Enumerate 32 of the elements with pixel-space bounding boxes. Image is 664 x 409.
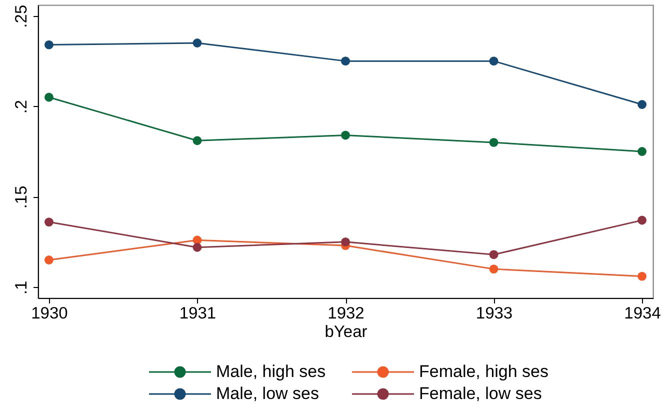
point xyxy=(44,256,54,264)
point xyxy=(192,136,202,146)
point xyxy=(489,56,498,66)
x-tick-label: 1931 xyxy=(179,304,216,322)
x-tick-label: 1934 xyxy=(624,304,661,322)
point xyxy=(341,130,350,140)
point xyxy=(638,272,646,281)
point xyxy=(638,100,646,109)
point xyxy=(489,250,498,260)
point xyxy=(341,237,350,246)
legend-label: Male, high ses xyxy=(216,362,326,381)
point xyxy=(192,38,202,48)
x-axis-title: bYear xyxy=(324,323,368,341)
legend-label: Female, low ses xyxy=(419,384,542,403)
point xyxy=(192,242,202,252)
point xyxy=(638,216,646,225)
y-tick-label: .2 xyxy=(12,100,30,114)
point xyxy=(44,92,54,102)
y-tick-label: .15 xyxy=(12,186,30,209)
legend-label: Male, low ses xyxy=(216,384,319,403)
point xyxy=(489,138,498,147)
y-tick-label: .1 xyxy=(12,280,30,295)
point xyxy=(638,147,646,156)
x-tick-label: 1932 xyxy=(328,304,364,322)
x-tick-label: 1930 xyxy=(31,304,68,322)
point xyxy=(44,218,54,226)
x-tick-label: 1933 xyxy=(476,304,513,322)
point xyxy=(341,56,350,66)
y-tick-label: .25 xyxy=(12,4,30,28)
legend-label: Female, high ses xyxy=(419,362,548,381)
point xyxy=(44,40,54,50)
point xyxy=(489,264,498,274)
